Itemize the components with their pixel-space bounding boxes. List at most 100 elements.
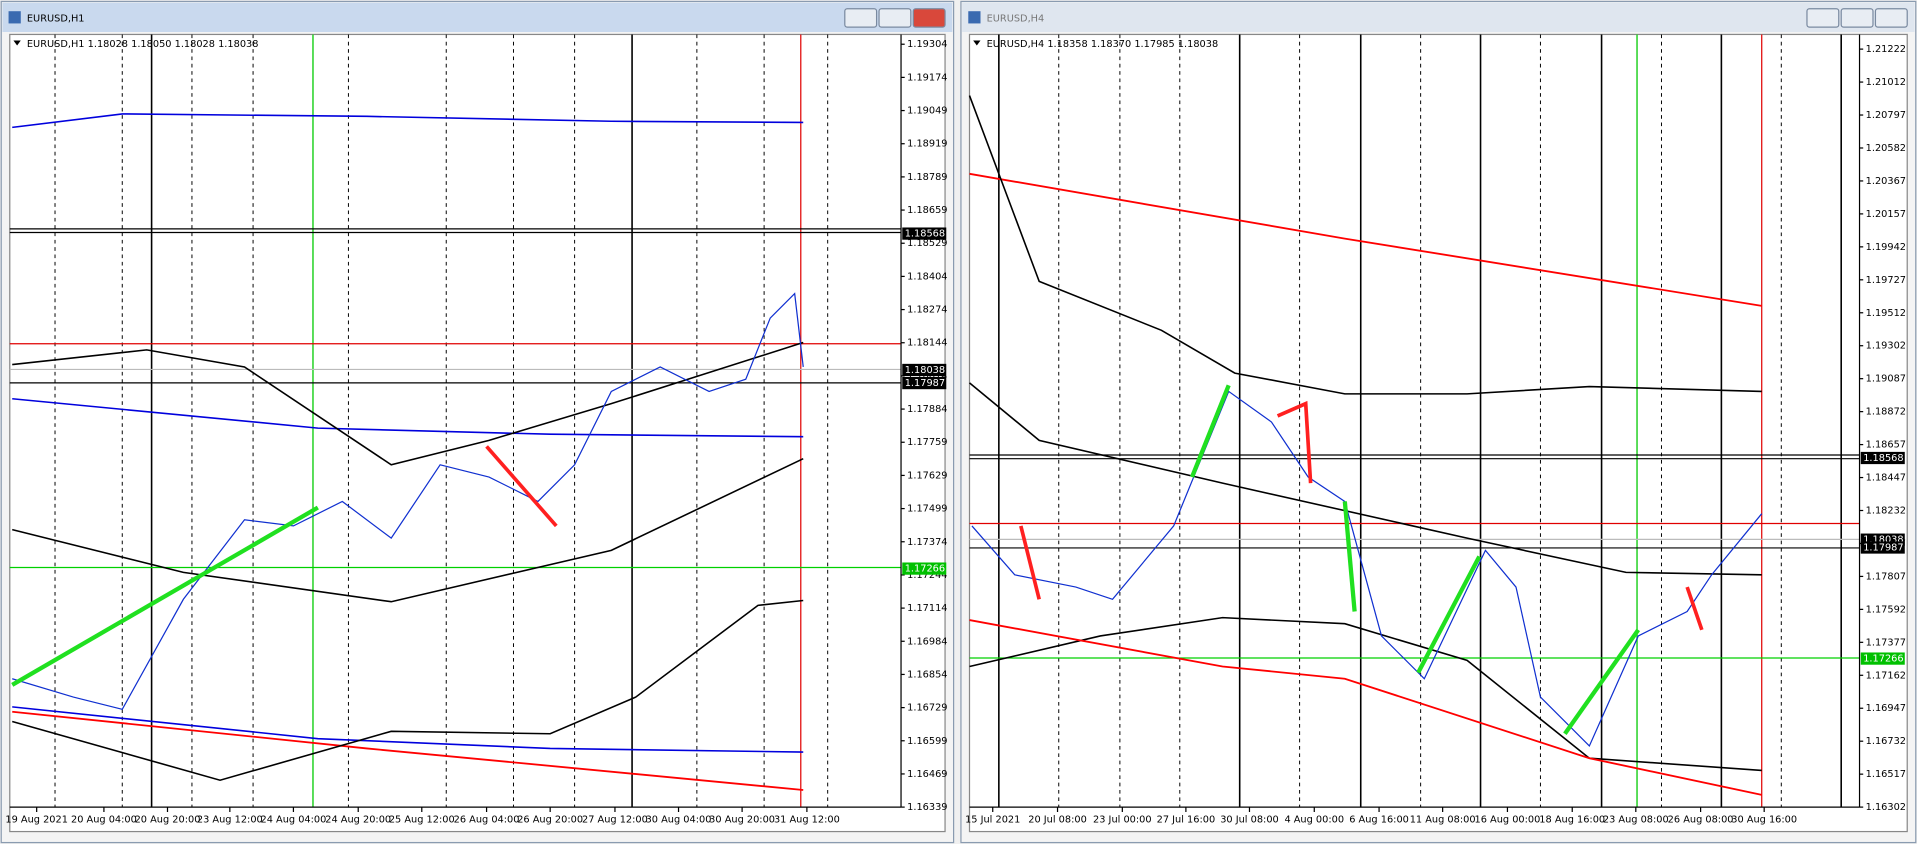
symbol-info: EURUSD,H1 1.18028 1.18050 1.18028 1.1803… — [27, 39, 259, 50]
price-marker-label: 1.17266 — [905, 564, 945, 575]
price-label: 1.19727 — [1866, 275, 1906, 286]
price-label: 1.21222 — [1866, 44, 1906, 55]
indicator-line — [969, 619, 1762, 796]
time-label: 27 Aug 12:00 — [582, 814, 648, 825]
price-label: 1.16517 — [1866, 769, 1906, 780]
price-label: 1.19302 — [1866, 341, 1906, 352]
price-label: 1.17162 — [1866, 670, 1906, 681]
price-label: 1.17114 — [907, 603, 947, 614]
price-label: 1.16984 — [907, 636, 947, 647]
price-label: 1.17377 — [1866, 637, 1906, 648]
time-label: 30 Aug 20:00 — [709, 814, 775, 825]
price-label: 1.19942 — [1866, 242, 1906, 253]
price-marker-label: 1.18568 — [905, 229, 945, 240]
price-marker-label: 1.17266 — [1863, 654, 1903, 665]
price-label: 1.16302 — [1866, 802, 1906, 813]
time-label: 6 Aug 16:00 — [1349, 814, 1409, 825]
minimize-button[interactable] — [1806, 8, 1840, 28]
price-marker — [1860, 652, 1905, 665]
price-label: 1.18657 — [1866, 440, 1906, 451]
indicator-line — [1416, 555, 1482, 674]
time-label: 31 Aug 12:00 — [774, 814, 840, 825]
time-label: 27 Jul 16:00 — [1157, 814, 1216, 825]
close-button[interactable] — [912, 8, 946, 28]
price-label: 1.20582 — [1866, 143, 1906, 154]
minimize-button[interactable] — [844, 8, 878, 28]
price-label: 1.21012 — [1866, 77, 1906, 88]
time-label: 4 Aug 00:00 — [1284, 814, 1344, 825]
price-label: 1.20797 — [1866, 110, 1906, 121]
time-label: 23 Aug 12:00 — [197, 814, 263, 825]
window-title: EURUSD,H1 — [27, 14, 85, 25]
price-label: 1.19087 — [1866, 374, 1906, 385]
price-label: 1.18144 — [907, 338, 947, 349]
indicator-line — [1342, 501, 1357, 612]
price-marker — [902, 376, 947, 390]
price-marker — [902, 562, 947, 575]
price-marker — [1860, 451, 1905, 465]
time-label: 18 Aug 16:00 — [1539, 814, 1605, 825]
window-icon — [968, 11, 981, 24]
time-label: 30 Aug 16:00 — [1731, 814, 1797, 825]
indicator-line — [968, 95, 1762, 395]
price-label: 1.18872 — [1866, 407, 1906, 418]
time-label: 30 Aug 04:00 — [646, 814, 712, 825]
maximize-button[interactable] — [1840, 8, 1874, 28]
window-title: EURUSD,H4 — [987, 14, 1045, 25]
price-label: 1.18014 — [907, 371, 947, 382]
price-marker — [902, 363, 947, 377]
price-marker-label: 1.18568 — [1863, 453, 1903, 464]
indicator-line — [12, 457, 804, 603]
indicator-line — [1685, 586, 1704, 631]
price-label: 1.17592 — [1866, 604, 1906, 615]
time-label: 15 Jul 2021 — [965, 814, 1020, 825]
price-marker — [1860, 541, 1905, 554]
indicator-line — [12, 706, 804, 753]
time-label: 23 Jul 00:00 — [1093, 814, 1152, 825]
price-label: 1.16732 — [1866, 736, 1906, 747]
indicator-line — [1190, 384, 1231, 478]
indicator-line — [1276, 400, 1313, 484]
price-label: 1.17807 — [1866, 571, 1906, 582]
indicator-line — [1563, 628, 1641, 735]
price-label: 1.18529 — [907, 238, 947, 249]
time-label: 20 Aug 20:00 — [135, 814, 201, 825]
indicator-line — [12, 292, 804, 711]
time-label: 19 Aug 2021 — [5, 814, 68, 825]
price-label: 1.18404 — [907, 271, 947, 282]
close-button[interactable] — [1874, 8, 1908, 28]
indicator-line — [971, 390, 1763, 748]
price-label: 1.19512 — [1866, 308, 1906, 319]
price-label: 1.17499 — [907, 504, 947, 515]
price-label: 1.20157 — [1866, 209, 1906, 220]
indicator-line — [12, 397, 804, 438]
indicator-line — [11, 505, 319, 687]
price-label: 1.17629 — [907, 470, 947, 481]
price-label: 1.18919 — [907, 139, 947, 150]
price-marker-label: 1.17987 — [1863, 543, 1903, 554]
time-label: 20 Aug 04:00 — [71, 814, 137, 825]
price-label: 1.18659 — [907, 205, 947, 216]
time-label: 20 Jul 08:00 — [1028, 814, 1087, 825]
price-marker-label: 1.17987 — [905, 378, 945, 389]
price-label: 1.18789 — [907, 172, 947, 183]
price-label: 1.16947 — [1866, 703, 1906, 714]
info-arrow — [13, 40, 21, 46]
time-label: 25 Aug 12:00 — [389, 814, 455, 825]
time-label: 24 Aug 20:00 — [325, 814, 391, 825]
time-label: 26 Aug 04:00 — [454, 814, 520, 825]
time-label: 26 Aug 20:00 — [517, 814, 583, 825]
maximize-button[interactable] — [878, 8, 912, 28]
price-marker-label: 1.18038 — [1863, 535, 1903, 546]
info-arrow — [973, 40, 981, 46]
time-label: 26 Aug 08:00 — [1668, 814, 1734, 825]
price-label: 1.19049 — [907, 106, 947, 117]
price-label: 1.18447 — [1866, 473, 1906, 484]
time-label: 30 Jul 08:00 — [1220, 814, 1279, 825]
indicator-line — [485, 445, 558, 528]
price-label: 1.16854 — [907, 669, 947, 680]
time-label: 16 Aug 00:00 — [1475, 814, 1541, 825]
title-bar — [2, 2, 953, 32]
price-label: 1.17244 — [907, 570, 947, 581]
